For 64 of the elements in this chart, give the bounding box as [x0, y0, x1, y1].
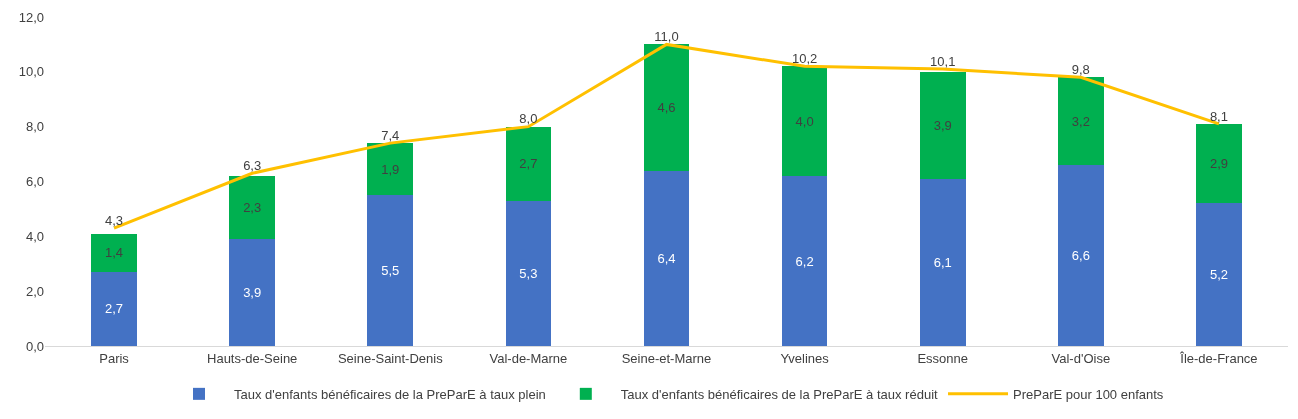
data-label: 8,0 — [519, 111, 538, 127]
y-tick-label: 10,0 — [18, 64, 44, 80]
bar — [781, 66, 828, 177]
bar — [1058, 165, 1104, 346]
bar — [505, 200, 552, 346]
data-label: 6,1 — [933, 254, 952, 270]
bar — [229, 239, 275, 346]
bar — [1196, 123, 1242, 204]
data-label: 4,3 — [105, 212, 124, 228]
x-tick-label: Essonne — [917, 350, 969, 366]
data-label: 6,3 — [243, 158, 262, 174]
data-label: 2,7 — [519, 156, 538, 172]
data-label: 6,2 — [795, 253, 814, 269]
data-label: 10,1 — [930, 53, 956, 69]
data-label: 2,3 — [243, 200, 262, 216]
data-label: 7,4 — [381, 127, 400, 143]
data-label: 5,2 — [1209, 267, 1228, 283]
data-label: 3,2 — [1071, 113, 1090, 129]
data-label: 5,5 — [381, 263, 400, 279]
data-label: 5,3 — [519, 265, 538, 281]
x-tick-label: Paris — [99, 350, 130, 366]
y-tick-label: 8,0 — [25, 119, 44, 135]
legend-label: Taux d'enfants bénéficaires de la PreParE à taux plein — [234, 386, 546, 402]
y-tick-label: 6,0 — [25, 174, 44, 190]
data-label: 2,9 — [1209, 156, 1228, 172]
data-label: 9,8 — [1071, 62, 1090, 78]
bar — [919, 71, 966, 179]
legend-label: Taux d'enfants bénéficaires de la PreParE à taux réduit — [620, 386, 939, 402]
bar — [1058, 77, 1104, 166]
bar — [91, 271, 137, 346]
legend-label: PreParE pour 100 enfants — [1013, 386, 1164, 402]
bar — [367, 143, 414, 196]
bar — [1196, 203, 1242, 346]
data-label: 3,9 — [933, 117, 952, 133]
x-tick-label: Île-de-France — [1179, 350, 1258, 366]
bar — [781, 176, 828, 346]
data-label: 1,9 — [381, 161, 400, 177]
y-tick-label: 12,0 — [18, 9, 44, 25]
y-tick-label: 0,0 — [25, 338, 44, 354]
x-tick-label: Hauts-de-Seine — [207, 350, 298, 366]
x-tick-label: Val-de-Marne — [489, 350, 568, 366]
x-tick-label: Seine-et-Marne — [621, 350, 712, 366]
data-label: 1,4 — [105, 245, 124, 261]
bar — [91, 233, 137, 272]
data-label: 11,0 — [654, 29, 679, 45]
data-label: 4,0 — [795, 113, 814, 129]
x-tick-label: Yvelines — [780, 350, 830, 366]
data-label: 4,6 — [657, 99, 676, 115]
data-label: 3,9 — [243, 285, 262, 301]
x-tick-label: Val-d'Oise — [1051, 350, 1111, 366]
bar — [643, 170, 690, 346]
y-tick-label: 2,0 — [25, 283, 44, 299]
data-label: 10,2 — [791, 51, 818, 67]
bar — [367, 195, 414, 346]
x-tick-label: Seine-Saint-Denis — [337, 350, 444, 366]
bar — [505, 126, 552, 201]
data-label: 2,7 — [105, 301, 124, 317]
bar — [229, 176, 275, 240]
data-label: 8,1 — [1209, 108, 1228, 124]
data-label: 6,4 — [657, 250, 676, 266]
y-tick-label: 4,0 — [25, 228, 44, 244]
bar — [919, 178, 966, 346]
data-label: 6,6 — [1071, 248, 1090, 264]
bar — [643, 44, 690, 171]
